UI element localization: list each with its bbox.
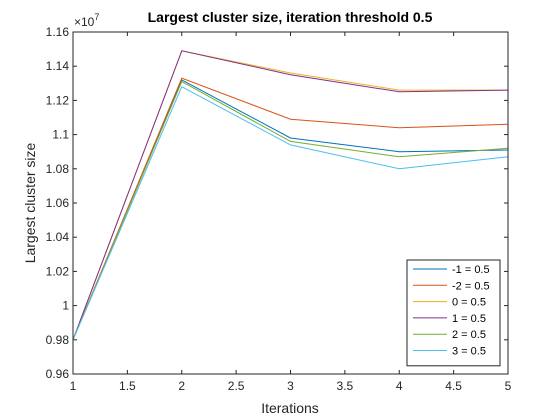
legend-label: -1 = 0.5 — [452, 264, 490, 276]
x-tick-label: 1 — [70, 379, 77, 393]
x-tick-label: 2.5 — [228, 379, 245, 393]
x-tick-label: 5 — [505, 379, 512, 393]
x-tick-label: 3 — [287, 379, 294, 393]
series-line — [72, 50, 509, 340]
legend: -1 = 0.5 -2 = 0.5 0 = 0.5 1 = 0.5 2 = 0.5 3 =… — [406, 259, 501, 367]
x-axis-ticks: 1 1.5 2 2.5 3 3.5 4 4.5 5 — [70, 32, 512, 393]
y-multiplier-base: ×10 — [74, 15, 95, 29]
plot-frame — [72, 31, 509, 375]
legend-label: 0 = 0.5 — [452, 297, 486, 309]
chart-title: Largest cluster size, iteration threshol… — [148, 9, 433, 25]
x-tick-label: 3.5 — [337, 379, 354, 393]
y-tick-label: 0.98 — [46, 333, 70, 347]
legend-label: -2 = 0.5 — [452, 280, 490, 292]
y-axis-ticks: 0.96 0.98 1 1.02 1.04 1.06 1.08 1.1 1.12 1.14 1.16 — [46, 25, 508, 381]
series-lines — [72, 50, 509, 340]
y-axis-label: Largest cluster size — [22, 142, 38, 263]
x-tick-label: 4 — [396, 379, 403, 393]
y-tick-label: 1 — [62, 299, 69, 313]
y-tick-label: 1.12 — [46, 93, 70, 107]
x-tick-label: 2 — [178, 379, 185, 393]
legend-label: 2 = 0.5 — [452, 329, 486, 341]
y-multiplier: ×107 — [74, 12, 99, 29]
series-line — [72, 86, 509, 340]
x-axis-label: Iterations — [261, 400, 319, 416]
legend-label: 3 = 0.5 — [452, 346, 486, 358]
y-tick-label: 1.14 — [46, 59, 70, 73]
x-tick-label: 1.5 — [119, 379, 136, 393]
y-tick-label: 1.1 — [52, 128, 69, 142]
y-tick-label: 1.02 — [46, 264, 70, 278]
x-tick-label: 4.5 — [445, 379, 462, 393]
y-tick-label: 1.04 — [46, 230, 70, 244]
y-tick-label: 1.16 — [46, 25, 70, 39]
legend-box — [406, 259, 501, 367]
series-line — [72, 77, 509, 340]
y-tick-label: 1.06 — [46, 196, 70, 210]
series-line — [72, 80, 509, 340]
y-tick-label: 0.96 — [46, 367, 70, 381]
y-tick-label: 1.08 — [46, 162, 70, 176]
legend-label: 1 = 0.5 — [452, 313, 486, 325]
y-multiplier-exponent: 7 — [94, 12, 99, 22]
